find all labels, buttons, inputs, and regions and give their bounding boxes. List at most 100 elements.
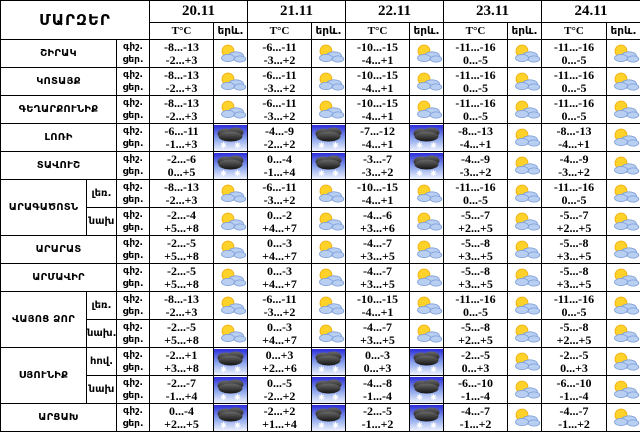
weather-icon-cell [409, 123, 445, 152]
weather-icon-cell [606, 235, 640, 264]
daypart-labels: գիշ. ցեր. [115, 123, 151, 152]
sun-cloud-icon [215, 295, 247, 316]
temperature-cell: -2...-5 -1...+2 [345, 403, 411, 432]
weather-icon-cell [606, 123, 640, 152]
weather-column-header: երև. [409, 22, 445, 40]
night-temp: -8...-13 [164, 39, 200, 54]
night-temp: -6...-10 [458, 375, 494, 390]
night-temp: -11...-16 [455, 179, 496, 194]
temperature-cell: -11...-16 0...-5 [541, 39, 608, 68]
night-temp: -11...-16 [553, 179, 595, 194]
daypart-labels: գիշ. ցեր. [115, 95, 151, 124]
weather-icon-cell [409, 207, 445, 236]
region-name: ԱՐԱՐԱՏ [0, 235, 117, 264]
temperature-cell: -4...-9 -2...+2 [247, 123, 313, 152]
weather-icon-cell [606, 207, 640, 236]
weather-icon-cell [507, 207, 543, 236]
temperature-cell: -6...-11 -1...+3 [149, 123, 215, 152]
day-temp: +3...+5 [360, 332, 395, 347]
day-temp: -2...+2 [263, 388, 296, 403]
night-temp: -4...-7 [363, 235, 393, 250]
weather-icon-cell [213, 263, 249, 292]
night-temp: -6...-11 [262, 95, 297, 110]
day-temp: -2...+3 [165, 108, 198, 123]
sun-cloud-icon [509, 155, 541, 176]
sun-cloud-icon [215, 323, 247, 344]
day-temp: -4...+1 [361, 80, 394, 95]
day-temp: +3...+5 [360, 276, 395, 291]
snow-cloud-icon [312, 152, 345, 179]
region-name: ԿՈՏԱՅՔ [0, 67, 117, 96]
daypart-labels: գիշ. ցեր. [115, 151, 151, 180]
weather-icon-cell [409, 179, 445, 208]
sun-cloud-icon [411, 323, 443, 344]
day-label: ցեր. [122, 54, 144, 65]
day-temp: +5...+8 [164, 276, 199, 291]
day-temp: -2...+3 [165, 80, 198, 95]
temperature-cell: 0...-4 +2...+5 [149, 403, 215, 432]
night-temp: -4...-7 [363, 263, 393, 278]
day-label: ցեր. [122, 418, 144, 429]
night-temp: -11...-16 [553, 291, 595, 306]
table-row: ՇԻՐԱԿ գիշ. ցեր. -8...-13 -2...+3 -6...-11 -3..… [0, 39, 640, 68]
region-name: ՇԻՐԱԿ [0, 39, 117, 68]
temperature-cell: -11...-16 0...-5 [443, 179, 509, 208]
day-temp: +3...+5 [360, 248, 395, 263]
sun-cloud-icon [313, 71, 345, 92]
sun-cloud-icon [313, 295, 345, 316]
night-temp: -4...-7 [559, 403, 589, 418]
sun-cloud-icon [608, 267, 640, 288]
day-temp: -3...+2 [263, 304, 296, 319]
temperature-cell: -10...-15 -4...+1 [345, 39, 411, 68]
day-temp: 0...-5 [463, 304, 489, 319]
day-temp: +3...+6 [360, 220, 395, 235]
temperature-cell: -8...-13 -2...+3 [149, 67, 215, 96]
temperature-cell: -5...-8 +2...+5 [443, 319, 509, 348]
sun-cloud-icon [608, 43, 640, 64]
night-temp: -5...-8 [559, 319, 589, 334]
snow-cloud-icon [410, 404, 443, 431]
day-label: ցեր. [122, 334, 144, 345]
sun-cloud-icon [215, 99, 247, 120]
weather-icon-cell [606, 319, 640, 348]
weather-icon-cell [213, 291, 249, 320]
weather-icon-cell [507, 375, 543, 404]
region-name: ՎԱՅՈՑ ՁՈՐ [0, 291, 87, 348]
subzone-label: հով. [86, 347, 117, 376]
night-temp: -2...-5 [363, 403, 393, 418]
night-temp: -2...-4 [167, 207, 197, 222]
temperature-cell: -6...-11 -3...+2 [247, 39, 313, 68]
subzone-label: նախ. [86, 319, 117, 348]
sun-cloud-icon [215, 211, 247, 232]
region-name: ԼՈՌԻ [0, 123, 117, 152]
temperature-cell: -8...-13 -2...+3 [149, 179, 215, 208]
snow-cloud-icon [214, 152, 247, 179]
snow-cloud-icon [214, 124, 247, 151]
day-temp: -3...+2 [263, 192, 296, 207]
weather-icon-cell [311, 95, 347, 124]
day-temp: +2...+6 [262, 360, 297, 375]
temp-column-header: T°C [247, 22, 313, 40]
night-label: գիշ. [123, 405, 143, 416]
subzone-label: լեռ. [86, 291, 117, 320]
snow-cloud-icon [410, 124, 443, 151]
night-temp: 0...+3 [265, 347, 294, 362]
temperature-cell: 0...-4 -1...+4 [247, 151, 313, 180]
table-row: ՍՅՈՒՆԻՔ հով. գիշ. ցեր. -2...+1 +3...+8 0...+3 +… [0, 347, 640, 404]
weather-icon-cell [311, 151, 347, 180]
night-label: գիշ. [123, 97, 143, 108]
weather-icon-cell [606, 179, 640, 208]
temperature-cell: -2...-5 +5...+8 [149, 319, 215, 348]
sun-cloud-icon [509, 323, 541, 344]
date-header: 22.11 [345, 0, 445, 23]
night-temp: -8...-13 [458, 123, 494, 138]
snow-cloud-icon [312, 348, 345, 375]
day-temp: +5...+8 [164, 248, 199, 263]
temperature-cell: -2...+2 +1...+4 [247, 403, 313, 432]
temperature-cell: 0...-3 +4...+7 [247, 319, 313, 348]
day-label: ցեր. [122, 362, 144, 373]
date-header: 20.11 [149, 0, 249, 23]
night-temp: -10...-15 [357, 39, 399, 54]
night-temp: -4...-9 [265, 123, 295, 138]
sun-cloud-icon [509, 379, 541, 400]
